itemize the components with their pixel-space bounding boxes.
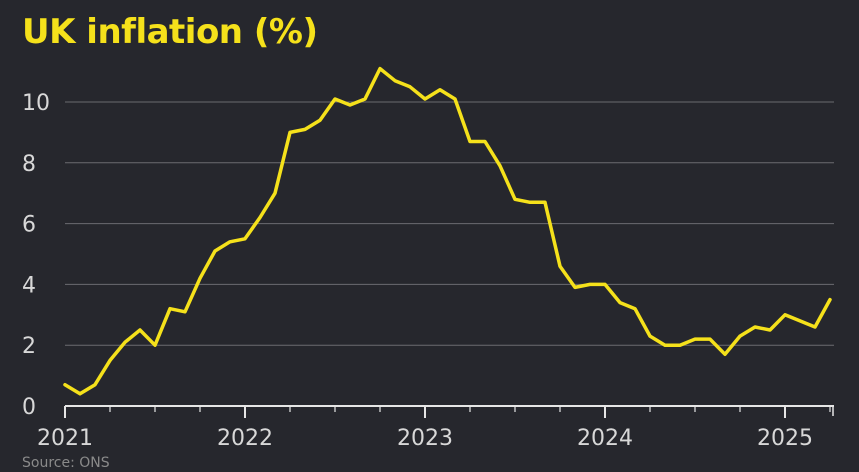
- chart-title: UK inflation (%): [22, 12, 318, 52]
- y-tick-label: 10: [22, 91, 50, 116]
- series: [63, 66, 832, 396]
- source-note: Source: ONS: [22, 455, 110, 471]
- x-tick-label: 2023: [397, 426, 453, 451]
- x-tick-label: 2024: [577, 426, 633, 451]
- inflation-line: [63, 66, 832, 396]
- y-tick-label: 8: [22, 152, 36, 177]
- y-tick-label: 6: [22, 213, 36, 238]
- y-tick-label: 4: [22, 273, 36, 298]
- x-tick-label: 2021: [37, 426, 93, 451]
- y-axis-ticks: 0 2 4 6 8 10: [22, 91, 50, 420]
- gridlines: [65, 101, 834, 346]
- y-tick-label: 2: [22, 334, 36, 359]
- x-axis: 2021 2022 2023 2024 2025: [37, 405, 834, 451]
- x-tick-label: 2025: [757, 426, 813, 451]
- y-tick-label: 0: [22, 395, 36, 420]
- x-tick-label: 2022: [217, 426, 273, 451]
